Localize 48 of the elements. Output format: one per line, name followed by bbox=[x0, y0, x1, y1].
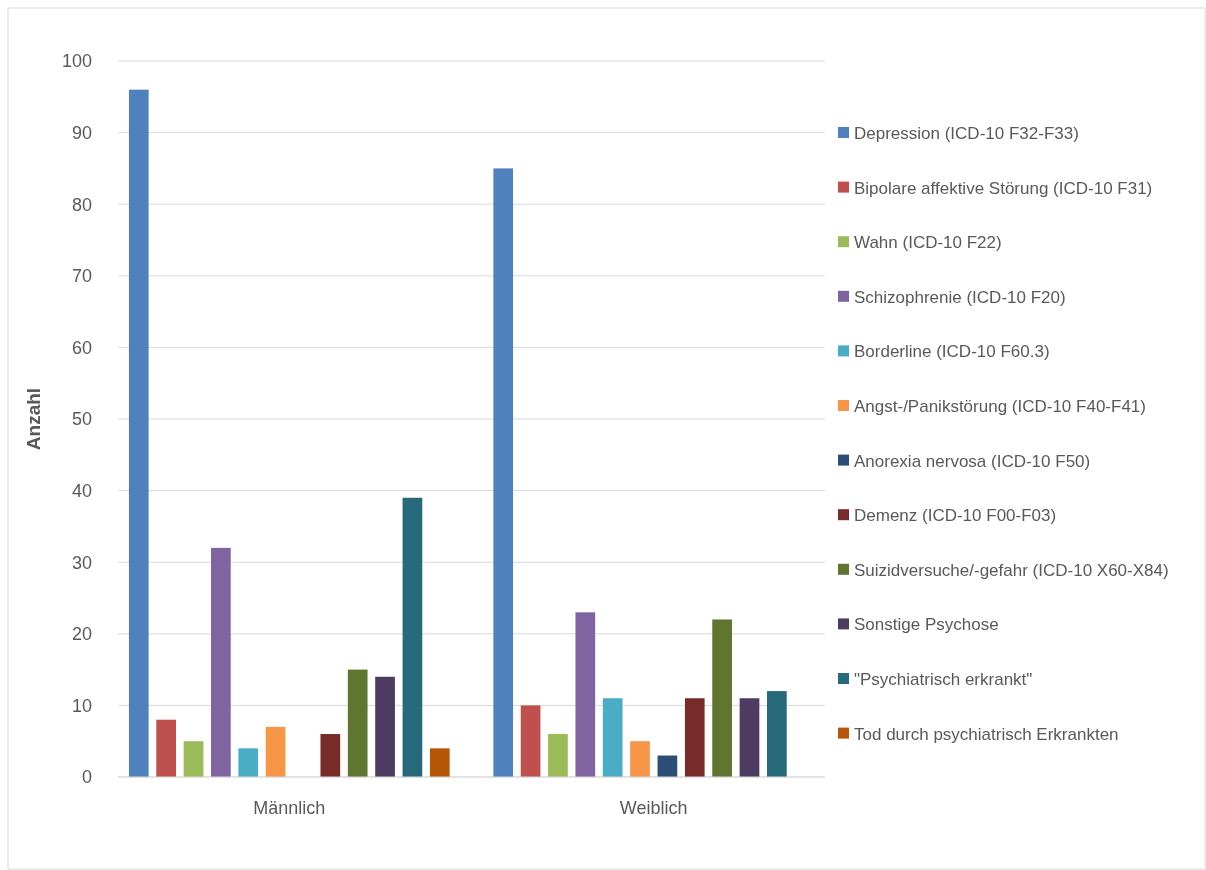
legend-label: Depression (ICD-10 F32-F33) bbox=[854, 123, 1079, 143]
bar bbox=[183, 741, 204, 777]
legend-label: Sonstige Psychose bbox=[854, 615, 999, 635]
bar bbox=[767, 691, 787, 777]
bar bbox=[684, 698, 705, 777]
bar bbox=[602, 698, 623, 777]
legend-label: Wahn (ICD-10 F22) bbox=[854, 233, 1002, 253]
y-tick-label: 70 bbox=[71, 266, 92, 287]
legend-label: Anorexia nervosa (ICD-10 F50) bbox=[854, 451, 1091, 471]
bar bbox=[493, 168, 514, 777]
y-tick-label: 20 bbox=[71, 624, 92, 645]
y-tick-label: 40 bbox=[71, 480, 92, 501]
bar bbox=[265, 726, 286, 777]
bar bbox=[712, 619, 732, 777]
bar bbox=[238, 748, 259, 777]
bar bbox=[320, 734, 341, 777]
x-tick-label: Weiblich bbox=[619, 798, 688, 818]
legend-label: Bipolare affektive Störung (ICD-10 F31) bbox=[854, 178, 1153, 198]
y-axis-title: Anzahl bbox=[23, 387, 44, 451]
bar bbox=[630, 741, 650, 777]
legend-label: Demenz (ICD-10 F00-F03) bbox=[854, 506, 1057, 526]
bar bbox=[739, 698, 760, 777]
bar bbox=[402, 497, 423, 777]
legend-label: Borderline (ICD-10 F60.3) bbox=[854, 342, 1050, 362]
y-tick-label: 30 bbox=[71, 552, 92, 573]
bar bbox=[520, 705, 541, 777]
legend-label: Suizidversuche/-gefahr (ICD-10 X60-X84) bbox=[854, 560, 1169, 580]
bar bbox=[375, 676, 395, 777]
bar bbox=[128, 89, 149, 777]
bar bbox=[347, 669, 368, 777]
y-tick-label: 80 bbox=[71, 194, 92, 215]
bar bbox=[211, 547, 231, 777]
bar bbox=[657, 755, 678, 777]
y-tick-label: 0 bbox=[81, 767, 92, 788]
y-tick-label: 60 bbox=[71, 337, 92, 358]
bar bbox=[548, 734, 568, 777]
bar bbox=[575, 612, 596, 777]
x-tick-label: Männlich bbox=[253, 798, 326, 818]
y-tick-label: 100 bbox=[61, 51, 92, 72]
legend-label: Schizophrenie (ICD-10 F20) bbox=[854, 287, 1066, 307]
legend-label: Tod durch psychiatrisch Erkrankten bbox=[854, 724, 1119, 744]
y-tick-label: 90 bbox=[71, 122, 92, 143]
legend-label: Angst-/Panikstörung (ICD-10 F40-F41) bbox=[854, 396, 1146, 416]
y-tick-label: 10 bbox=[71, 695, 92, 716]
legend-label: "Psychiatrisch erkrankt" bbox=[854, 669, 1033, 689]
bar bbox=[156, 719, 176, 777]
bar bbox=[429, 748, 450, 777]
y-tick-label: 50 bbox=[71, 409, 92, 430]
